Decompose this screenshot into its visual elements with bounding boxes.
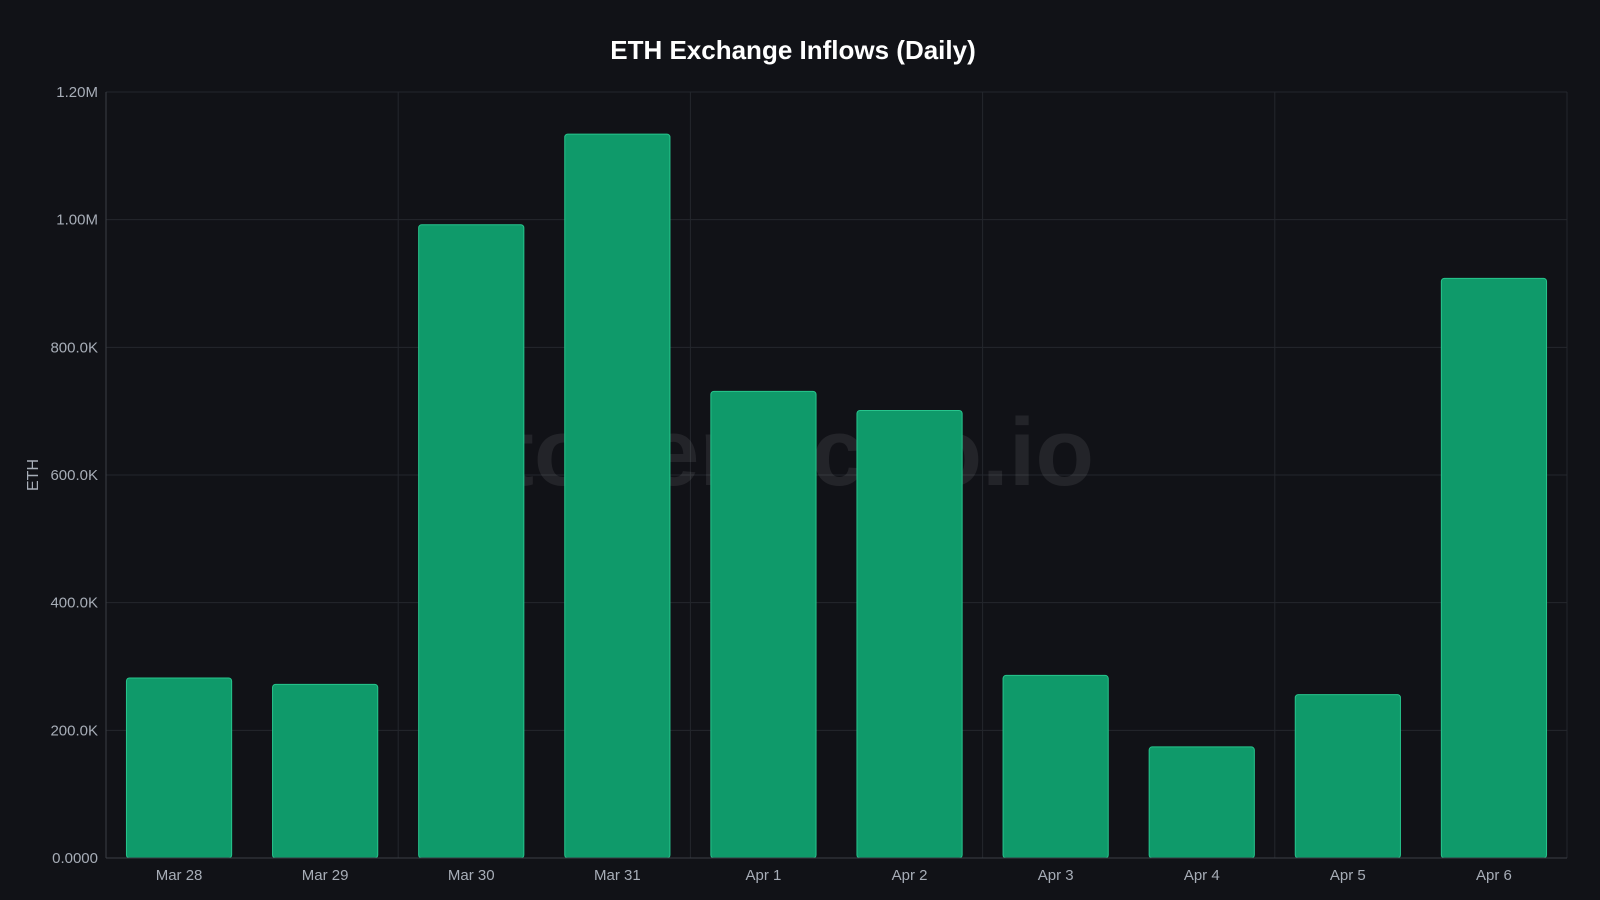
bar[interactable] bbox=[272, 683, 379, 859]
x-tick-label: Mar 29 bbox=[302, 867, 349, 884]
x-tick-label: Apr 1 bbox=[746, 867, 782, 884]
grid-lines bbox=[106, 91, 1568, 858]
y-tick-label: 1.20M bbox=[56, 84, 98, 101]
y-tick-label: 200.0K bbox=[50, 722, 98, 739]
y-tick-label: 1.00M bbox=[56, 212, 98, 229]
y-tick-label: 800.0K bbox=[50, 339, 98, 356]
x-tick-label: Mar 28 bbox=[156, 867, 203, 884]
x-tick-label: Mar 31 bbox=[594, 867, 641, 884]
x-tick-label: Apr 3 bbox=[1038, 867, 1074, 884]
bar[interactable] bbox=[856, 410, 963, 859]
y-tick-label: 400.0K bbox=[50, 595, 98, 612]
bar[interactable] bbox=[125, 677, 233, 859]
bar[interactable] bbox=[1294, 694, 1401, 859]
y-axis-label: ETH bbox=[25, 459, 42, 491]
y-tick-labels: 0.0000 200.0K 400.0K 600.0K 800.0K 1.00M 1.20M bbox=[50, 84, 98, 867]
axes bbox=[105, 92, 1567, 859]
x-tick-label: Apr 6 bbox=[1476, 867, 1512, 884]
x-tick-label: Mar 30 bbox=[448, 867, 495, 884]
bar[interactable] bbox=[418, 224, 525, 859]
y-tick-label: 600.0K bbox=[50, 467, 98, 484]
y-tick-label: 0.0000 bbox=[52, 850, 98, 867]
chart-title: ETH Exchange Inflows (Daily) bbox=[610, 35, 976, 65]
bar[interactable] bbox=[1440, 277, 1548, 859]
x-tick-labels: Mar 28 Mar 29 Mar 30 Mar 31 Apr 1 Apr 2 Apr 3 A… bbox=[156, 867, 1512, 884]
bar[interactable] bbox=[1002, 674, 1109, 859]
bar[interactable] bbox=[1148, 746, 1255, 859]
x-tick-label: Apr 2 bbox=[892, 867, 928, 884]
bar[interactable] bbox=[564, 133, 671, 859]
x-tick-label: Apr 5 bbox=[1330, 867, 1366, 884]
bar[interactable] bbox=[710, 390, 817, 859]
bars bbox=[125, 133, 1548, 859]
x-tick-label: Apr 4 bbox=[1184, 867, 1220, 884]
